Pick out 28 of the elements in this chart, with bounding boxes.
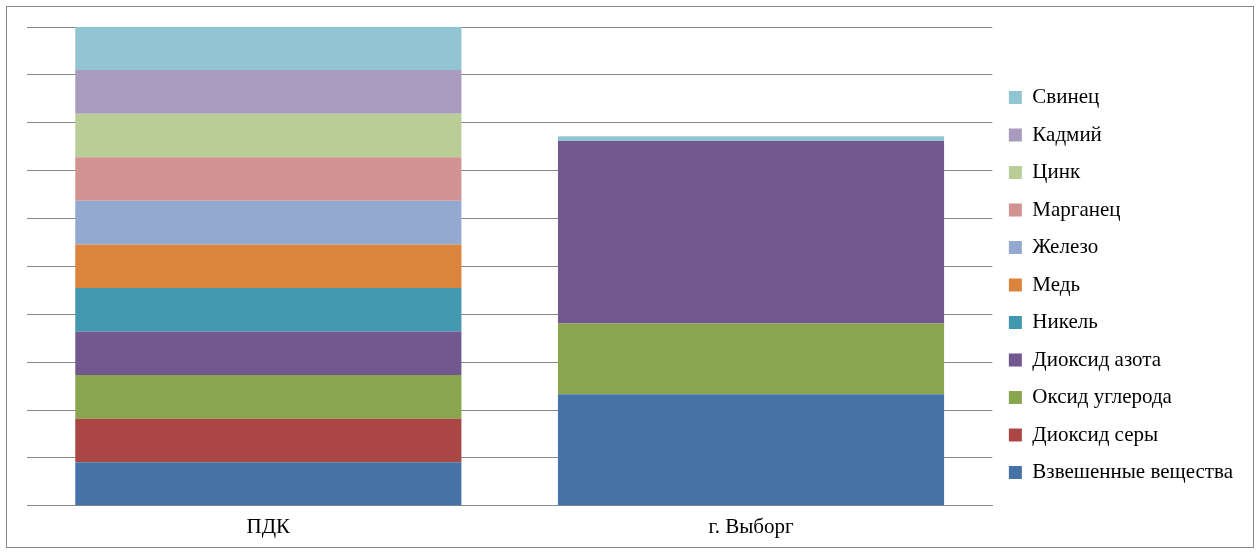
- bar: [557, 140, 945, 324]
- legend-label: Кадмий: [1032, 121, 1102, 146]
- x-tick-label: г. Выборг: [708, 513, 794, 538]
- bar: [75, 331, 462, 376]
- bar: [75, 418, 462, 463]
- legend-label: Взвешенные вещества: [1032, 459, 1234, 484]
- legend-label: Цинк: [1032, 159, 1081, 184]
- legend-label: Железо: [1032, 234, 1099, 259]
- legend-label: Марганец: [1032, 196, 1121, 221]
- bar: [75, 462, 462, 506]
- legend-label: Диоксид серы: [1032, 421, 1159, 446]
- legend-label: Медь: [1032, 271, 1081, 296]
- bar: [75, 113, 462, 158]
- bar: [75, 70, 462, 114]
- legend-label: Диоксид азота: [1032, 346, 1162, 371]
- legend-label: Никель: [1032, 309, 1098, 334]
- bar: [75, 244, 462, 288]
- bar: [75, 200, 462, 245]
- legend-label: Оксид углерода: [1032, 384, 1173, 409]
- bar: [75, 287, 462, 332]
- x-tick-label: ПДК: [246, 513, 292, 538]
- bar: [557, 136, 945, 141]
- bar: [557, 323, 945, 395]
- bar: [75, 27, 462, 71]
- bar: [75, 375, 462, 419]
- bar: [75, 157, 462, 201]
- legend-label: Свинец: [1032, 84, 1100, 109]
- bar: [557, 394, 945, 506]
